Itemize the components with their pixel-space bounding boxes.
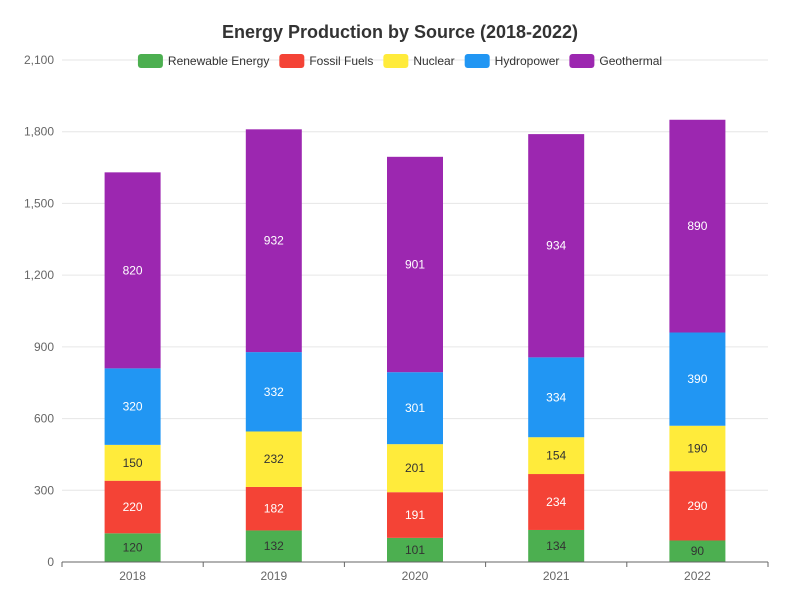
legend-swatch [279, 54, 305, 68]
data-label: 220 [123, 500, 143, 514]
data-label: 390 [687, 372, 707, 386]
data-label: 234 [546, 495, 566, 509]
bar-segment [528, 529, 585, 562]
data-label: 132 [264, 539, 284, 553]
bar-segment [528, 134, 585, 358]
data-label: 301 [405, 401, 425, 415]
bars: 120 220 150 320 820 132 182 232 332 932 101 191 201 3… [104, 119, 726, 562]
data-label: 332 [264, 385, 284, 399]
data-label: 932 [264, 234, 284, 248]
bar-segment [245, 352, 302, 432]
chart-title: Energy Production by Source (2018-2022) [222, 22, 578, 42]
bar-segment [245, 129, 302, 353]
data-label: 820 [123, 263, 143, 277]
data-label: 201 [405, 461, 425, 475]
x-tick-label: 2018 [119, 569, 146, 583]
x-tick-label: 2021 [543, 569, 570, 583]
legend-label: Renewable Energy [168, 54, 269, 68]
data-label: 320 [123, 400, 143, 414]
legend-label: Fossil Fuels [309, 54, 373, 68]
y-tick-label: 900 [34, 340, 54, 354]
y-tick-label: 2,100 [24, 53, 54, 67]
bar-segment [387, 444, 443, 493]
bar-segment [669, 332, 726, 426]
data-label: 901 [405, 258, 425, 272]
bar-segment [669, 119, 726, 333]
y-tick-label: 1,800 [24, 125, 54, 139]
legend-swatch [464, 54, 490, 68]
bar-segment [104, 533, 161, 562]
bar-segment [528, 437, 585, 475]
data-label: 134 [546, 539, 566, 553]
bar-segment [387, 372, 443, 445]
bar-segment [104, 172, 161, 369]
bar-segment [245, 431, 302, 487]
bar-segment [669, 471, 726, 541]
legend-label: Nuclear [413, 54, 454, 68]
y-tick-label: 300 [34, 483, 54, 497]
legend: Renewable Energy Fossil Fuels Nuclear Hydro… [137, 54, 662, 68]
data-label: 120 [123, 541, 143, 555]
bar-segment [245, 530, 302, 562]
bar-segment [387, 537, 443, 562]
x-tick-label: 2020 [402, 569, 429, 583]
bar-segment [528, 357, 585, 438]
legend-swatch [569, 54, 595, 68]
data-label: 190 [687, 441, 707, 455]
data-label: 150 [123, 456, 143, 470]
y-tick-label: 600 [34, 412, 54, 426]
data-label: 290 [687, 499, 707, 513]
bar-segment [387, 156, 443, 373]
bar-segment [669, 425, 726, 472]
data-label: 90 [691, 544, 705, 558]
bar-segment [104, 444, 161, 481]
x-tick-label: 2022 [684, 569, 711, 583]
y-tick-label: 0 [47, 555, 54, 569]
legend-swatch [383, 54, 409, 68]
legend-swatch [137, 54, 163, 68]
bar-segment [245, 486, 302, 531]
bar-segment [104, 480, 161, 534]
axes: 0 300 600 900 1,200 1,500 1,800 2,100 2018 2019 20… [24, 53, 769, 583]
data-label: 182 [264, 502, 284, 516]
legend-label: Hydropower [495, 54, 560, 68]
data-label: 890 [687, 219, 707, 233]
y-tick-label: 1,200 [24, 268, 54, 282]
legend-label: Geothermal [599, 54, 662, 68]
bar-segment [387, 492, 443, 538]
bar-segment [104, 368, 161, 445]
y-tick-label: 1,500 [24, 196, 54, 210]
bar-segment [528, 474, 585, 530]
data-label: 101 [405, 543, 425, 557]
data-label: 191 [405, 508, 425, 522]
data-label: 154 [546, 449, 566, 463]
bar-segment [669, 540, 726, 562]
data-label: 232 [264, 452, 284, 466]
x-tick-label: 2019 [260, 569, 287, 583]
data-label: 934 [546, 239, 566, 253]
data-label: 334 [546, 390, 566, 404]
